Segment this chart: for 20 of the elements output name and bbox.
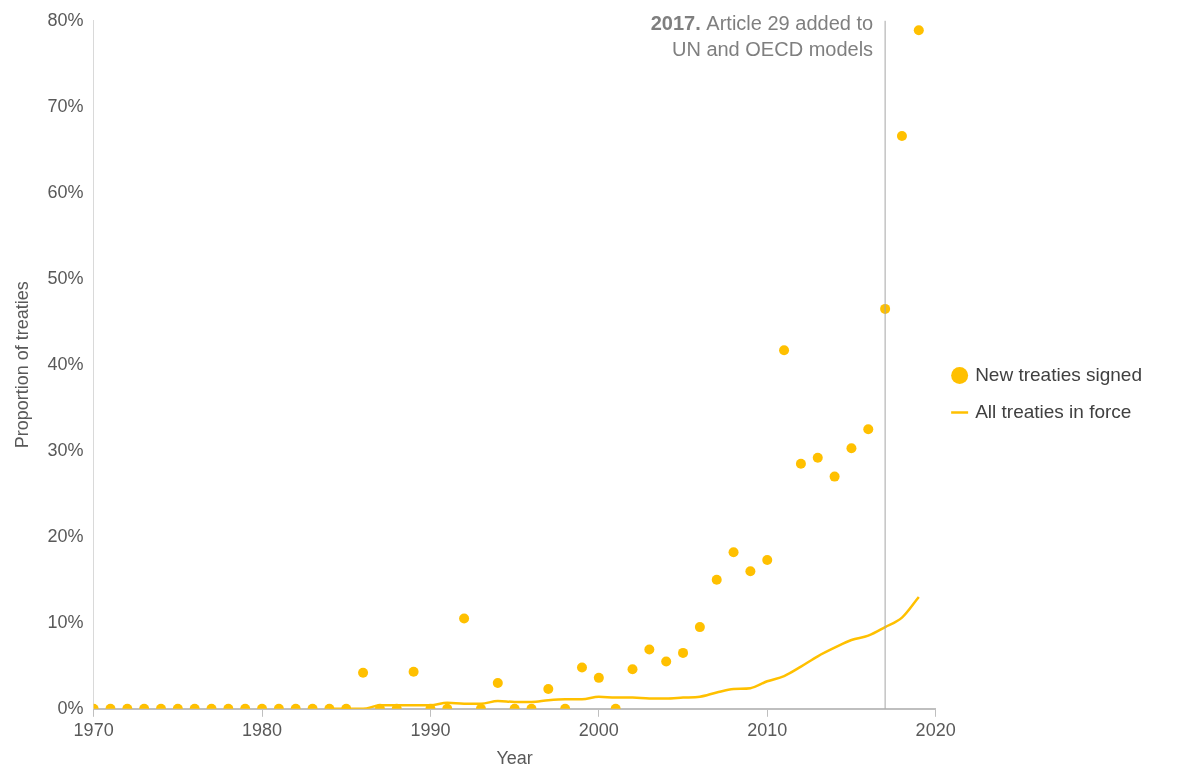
y-tick-label: 40% <box>47 353 84 374</box>
x-tick-label: 2010 <box>747 719 788 740</box>
text: 2017. Article 29 added to UN and OECD models <box>650 12 874 61</box>
x-tick-label: 1970 <box>73 719 114 740</box>
x-tick-label: 2000 <box>578 719 619 740</box>
x-axis-title: Year <box>496 748 533 769</box>
y-tick-label: 20% <box>47 525 84 546</box>
y-tick-label: 30% <box>47 439 84 460</box>
y-tick-label: 50% <box>47 267 84 288</box>
x-tick-label: 1990 <box>410 719 451 740</box>
x-tick-label: 1980 <box>242 719 283 740</box>
y-tick-label: 60% <box>47 181 84 202</box>
legend-label: New treaties signed <box>975 363 1143 385</box>
y-tick-label: 0% <box>57 697 84 718</box>
x-tick-label: 2020 <box>915 719 956 740</box>
y-tick-label: 70% <box>47 95 84 116</box>
legend-label: All treaties in force <box>975 400 1132 422</box>
y-tick-label: 80% <box>47 9 84 30</box>
y-axis-title: Proportion of treaties <box>11 281 32 449</box>
y-tick-label: 10% <box>47 611 84 632</box>
